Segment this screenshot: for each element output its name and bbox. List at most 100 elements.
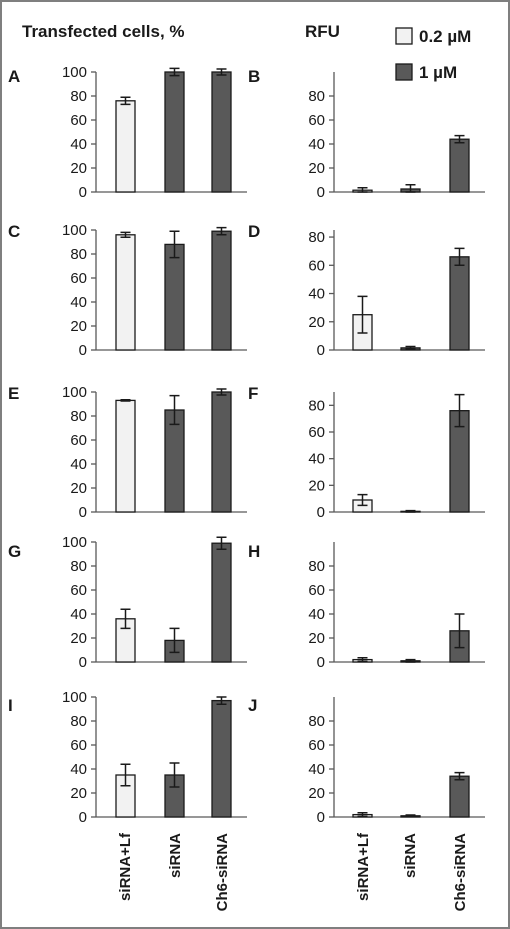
bar-sirna-lf (115, 100, 136, 193)
error-bar (216, 68, 227, 76)
bar-ch6-sirna (449, 775, 470, 818)
error-bar (454, 134, 465, 144)
error-bar (120, 231, 131, 238)
y-tick-label: 40 (308, 761, 325, 778)
legend: 0.2 µM 1 µM (395, 27, 471, 82)
y-tick-label: 80 (70, 558, 87, 575)
y-tick-label: 40 (308, 286, 325, 303)
y-tick-label: 100 (62, 689, 87, 706)
panel-b: B 0 20 40 60 80 (248, 67, 485, 201)
category-label: Ch6-siRNA (214, 833, 231, 912)
panel-h: H 0 20 40 60 80 (248, 542, 485, 671)
error-bar (454, 771, 465, 781)
error-bar (169, 394, 180, 426)
error-bar (405, 658, 416, 663)
y-tick-label: 0 (317, 342, 325, 359)
y-tick-label: 20 (70, 318, 87, 335)
bar-ch6-sirna (449, 256, 470, 351)
panel-i: I 0 20 40 60 80 100 (8, 689, 247, 826)
y-tick-label: 80 (70, 246, 87, 263)
y-tick-label: 0 (79, 504, 87, 521)
error-bar (216, 696, 227, 705)
error-bar (216, 388, 227, 396)
error-bar (405, 345, 416, 351)
y-tick-label: 80 (308, 558, 325, 575)
y-tick-label: 60 (70, 112, 87, 129)
legend-label-high: 1 µM (419, 63, 457, 82)
y-tick-label: 80 (308, 713, 325, 730)
y-tick-label: 40 (70, 456, 87, 473)
error-bar (120, 399, 131, 402)
category-label: Ch6-siRNA (452, 833, 469, 912)
panel-d: D 0 20 40 60 80 (248, 222, 485, 359)
y-tick-label: 60 (70, 737, 87, 754)
y-tick-label: 40 (308, 136, 325, 153)
y-tick-label: 40 (308, 606, 325, 623)
error-bar (405, 814, 416, 818)
panel-letter: E (8, 384, 19, 403)
panel-letter: G (8, 542, 21, 561)
y-tick-label: 20 (308, 477, 325, 494)
category-label: siRNA+Lf (117, 832, 134, 901)
category-labels-right: siRNA+Lf siRNA Ch6-siRNA (355, 832, 469, 911)
y-tick-label: 60 (308, 582, 325, 599)
panel-letter: I (8, 696, 13, 715)
error-bar (357, 812, 368, 818)
y-tick-label: 0 (79, 184, 87, 201)
category-labels-left: siRNA+Lf siRNA Ch6-siRNA (117, 832, 231, 911)
y-tick-label: 20 (308, 314, 325, 331)
y-tick-label: 100 (62, 222, 87, 239)
bar-sirna (164, 71, 185, 193)
error-bar (357, 295, 368, 334)
y-tick-label: 60 (70, 582, 87, 599)
error-bar (405, 509, 416, 513)
left-column-header: Transfected cells, % (22, 22, 185, 41)
bar-sirna-lf (115, 234, 136, 351)
y-tick-label: 100 (62, 64, 87, 81)
y-tick-label: 0 (317, 809, 325, 826)
category-label: siRNA+Lf (355, 832, 372, 901)
error-bar (169, 627, 180, 654)
error-bar (454, 393, 465, 428)
y-tick-label: 20 (70, 630, 87, 647)
y-tick-label: 80 (70, 88, 87, 105)
panel-letter: D (248, 222, 260, 241)
panel-letter: F (248, 384, 258, 403)
legend-swatch-high (395, 63, 413, 81)
y-tick-label: 0 (317, 654, 325, 671)
y-tick-label: 60 (308, 737, 325, 754)
y-tick-label: 80 (308, 397, 325, 414)
y-tick-label: 0 (79, 654, 87, 671)
y-tick-label: 80 (70, 408, 87, 425)
panel-a: A 0 20 40 60 80 100 (8, 64, 247, 201)
error-bar (216, 226, 227, 236)
y-tick-label: 40 (70, 606, 87, 623)
y-tick-label: 20 (308, 630, 325, 647)
error-bar (169, 67, 180, 77)
error-bar (357, 493, 368, 507)
right-column-header: RFU (305, 22, 340, 41)
y-tick-label: 20 (70, 160, 87, 177)
y-tick-label: 100 (62, 534, 87, 551)
error-bar (216, 536, 227, 550)
y-tick-label: 40 (70, 136, 87, 153)
bar-sirna (164, 243, 185, 351)
y-tick-label: 0 (79, 809, 87, 826)
error-bar (357, 657, 368, 663)
error-bar (169, 230, 180, 259)
bar-sirna (164, 409, 185, 513)
y-tick-label: 0 (79, 342, 87, 359)
error-bar (405, 184, 416, 193)
y-tick-label: 40 (308, 451, 325, 468)
panel-c: C 0 20 40 60 80 100 (8, 222, 247, 359)
panel-letter: A (8, 67, 20, 86)
y-tick-label: 60 (70, 270, 87, 287)
panel-letter: J (248, 696, 257, 715)
legend-label-low: 0.2 µM (419, 27, 471, 46)
bar-ch6-sirna (211, 391, 232, 513)
panels: A 0 20 40 60 80 100 B 0 20 40 60 80 C 0 20 40 60 80 100 D 0 20… (8, 64, 485, 826)
category-label: siRNA (402, 833, 419, 878)
error-bar (454, 247, 465, 267)
y-tick-label: 20 (70, 785, 87, 802)
y-tick-label: 0 (317, 184, 325, 201)
